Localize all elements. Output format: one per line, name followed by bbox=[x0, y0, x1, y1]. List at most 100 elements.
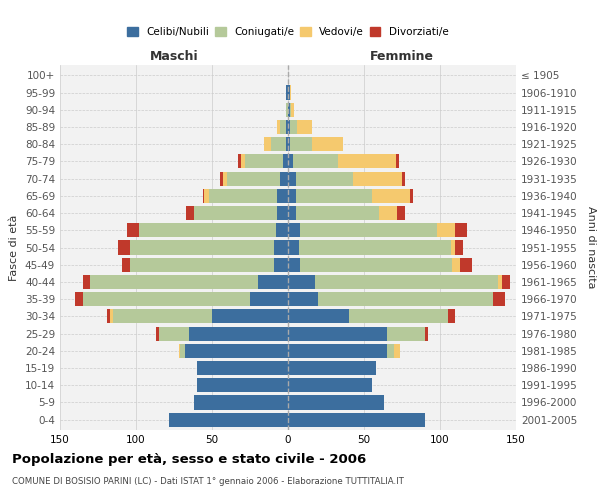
Bar bbox=[274, 258, 288, 272]
Bar bbox=[288, 120, 290, 134]
Bar bbox=[288, 137, 290, 152]
Bar bbox=[288, 275, 316, 289]
Bar bbox=[299, 240, 451, 254]
Bar bbox=[283, 154, 288, 168]
Bar bbox=[290, 102, 291, 117]
Bar bbox=[502, 275, 510, 289]
Bar bbox=[288, 361, 376, 375]
Bar bbox=[290, 86, 291, 100]
Bar bbox=[379, 206, 397, 220]
Bar bbox=[185, 344, 288, 358]
Bar bbox=[300, 223, 437, 238]
Bar bbox=[297, 120, 313, 134]
Bar bbox=[288, 326, 387, 340]
Bar bbox=[197, 378, 288, 392]
Bar bbox=[288, 189, 296, 203]
Bar bbox=[286, 137, 288, 152]
Bar bbox=[277, 189, 288, 203]
Bar bbox=[286, 120, 288, 134]
Bar bbox=[122, 258, 130, 272]
Bar bbox=[448, 310, 455, 324]
Bar bbox=[280, 172, 288, 185]
Bar bbox=[316, 275, 498, 289]
Bar bbox=[288, 344, 387, 358]
Bar bbox=[245, 154, 283, 168]
Bar bbox=[338, 154, 396, 168]
Bar bbox=[396, 154, 399, 168]
Bar bbox=[212, 310, 288, 324]
Bar bbox=[91, 275, 257, 289]
Bar bbox=[387, 344, 394, 358]
Bar bbox=[437, 223, 455, 238]
Bar bbox=[288, 102, 290, 117]
Bar bbox=[293, 154, 338, 168]
Bar bbox=[371, 189, 410, 203]
Bar bbox=[296, 206, 379, 220]
Bar bbox=[493, 292, 505, 306]
Bar bbox=[263, 137, 271, 152]
Bar bbox=[159, 326, 189, 340]
Bar bbox=[313, 137, 343, 152]
Legend: Celibi/Nubili, Coniugati/e, Vedovi/e, Divorziati/e: Celibi/Nubili, Coniugati/e, Vedovi/e, Di… bbox=[123, 23, 453, 41]
Bar bbox=[250, 292, 288, 306]
Bar bbox=[238, 154, 241, 168]
Bar bbox=[349, 310, 448, 324]
Bar bbox=[274, 240, 288, 254]
Bar bbox=[227, 172, 280, 185]
Bar bbox=[288, 223, 300, 238]
Bar bbox=[130, 240, 274, 254]
Bar bbox=[180, 344, 185, 358]
Bar bbox=[286, 86, 288, 100]
Bar bbox=[452, 258, 460, 272]
Bar bbox=[397, 206, 405, 220]
Bar bbox=[280, 120, 286, 134]
Bar bbox=[410, 189, 413, 203]
Bar bbox=[83, 275, 91, 289]
Bar bbox=[220, 172, 223, 185]
Bar bbox=[186, 206, 194, 220]
Bar bbox=[241, 154, 245, 168]
Bar bbox=[455, 223, 467, 238]
Bar bbox=[139, 223, 276, 238]
Bar bbox=[223, 172, 227, 185]
Bar bbox=[460, 258, 472, 272]
Bar bbox=[189, 326, 288, 340]
Bar bbox=[288, 396, 384, 409]
Bar bbox=[394, 344, 400, 358]
Bar bbox=[288, 206, 296, 220]
Bar bbox=[288, 412, 425, 426]
Bar bbox=[451, 240, 455, 254]
Bar bbox=[455, 240, 463, 254]
Bar bbox=[290, 137, 313, 152]
Text: COMUNE DI BOSISIO PARINI (LC) - Dati ISTAT 1° gennaio 2006 - Elaborazione TUTTIT: COMUNE DI BOSISIO PARINI (LC) - Dati IST… bbox=[12, 478, 404, 486]
Bar bbox=[179, 344, 180, 358]
Bar bbox=[110, 310, 113, 324]
Bar bbox=[425, 326, 428, 340]
Bar bbox=[277, 120, 280, 134]
Bar bbox=[197, 361, 288, 375]
Bar bbox=[291, 102, 294, 117]
Bar bbox=[353, 172, 402, 185]
Bar bbox=[194, 206, 277, 220]
Bar bbox=[288, 292, 319, 306]
Bar bbox=[296, 172, 353, 185]
Bar bbox=[296, 189, 371, 203]
Bar bbox=[257, 275, 288, 289]
Y-axis label: Fasce di età: Fasce di età bbox=[10, 214, 19, 280]
Bar bbox=[288, 154, 293, 168]
Text: Femmine: Femmine bbox=[370, 50, 434, 64]
Bar bbox=[127, 223, 139, 238]
Bar bbox=[290, 120, 297, 134]
Bar bbox=[113, 310, 212, 324]
Bar bbox=[156, 326, 159, 340]
Bar bbox=[288, 258, 300, 272]
Bar bbox=[387, 326, 425, 340]
Text: Popolazione per età, sesso e stato civile - 2006: Popolazione per età, sesso e stato civil… bbox=[12, 452, 366, 466]
Bar bbox=[288, 310, 349, 324]
Bar bbox=[83, 292, 250, 306]
Bar bbox=[75, 292, 83, 306]
Bar bbox=[209, 189, 277, 203]
Bar bbox=[498, 275, 502, 289]
Bar bbox=[107, 310, 110, 324]
Bar bbox=[169, 412, 288, 426]
